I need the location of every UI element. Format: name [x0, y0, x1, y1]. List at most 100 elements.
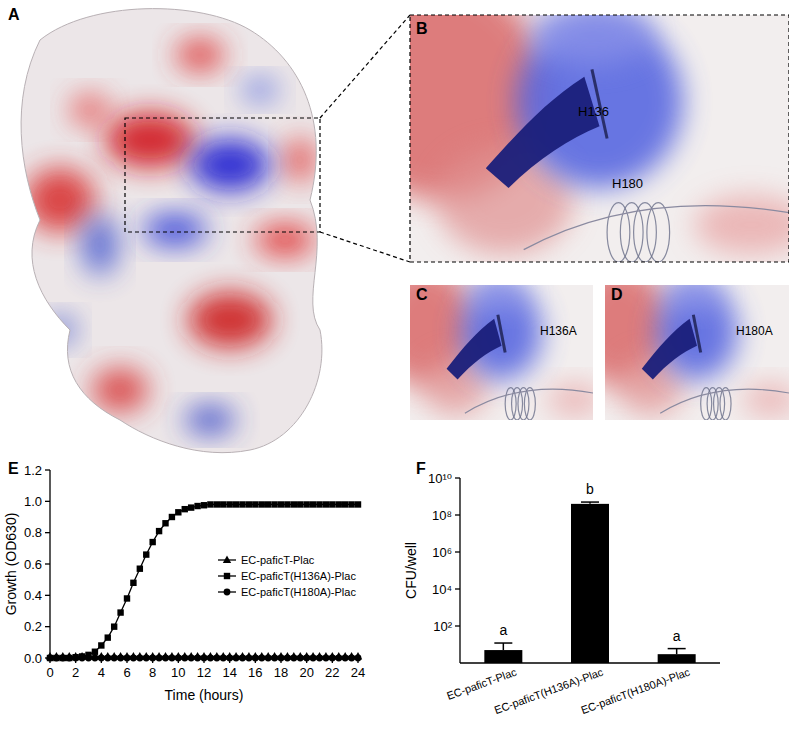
panel-label: F — [416, 460, 426, 477]
data-point — [92, 649, 98, 655]
y-tick — [45, 501, 50, 502]
data-point — [79, 655, 86, 662]
data-point — [175, 655, 182, 662]
data-point — [137, 566, 143, 572]
y-axis-label: CFU/well — [403, 542, 419, 599]
helix-coil — [647, 203, 670, 262]
data-point — [316, 655, 323, 662]
bar — [571, 504, 609, 663]
charge-patch — [531, 15, 652, 64]
data-point — [252, 501, 258, 507]
data-point — [181, 655, 188, 662]
data-point — [105, 634, 111, 640]
data-point — [342, 655, 349, 662]
data-point — [246, 501, 252, 507]
residue-label: H180 — [612, 176, 643, 191]
y-tick — [455, 477, 460, 478]
data-point — [316, 501, 322, 507]
y-tick-label: 0.8 — [24, 525, 42, 540]
x-tick-label: 0 — [46, 665, 53, 680]
y-tick — [455, 625, 460, 626]
data-point — [233, 655, 240, 662]
error-cap — [668, 648, 686, 650]
data-point — [207, 501, 213, 507]
plot-area — [46, 501, 362, 661]
data-point — [169, 655, 176, 662]
data-point — [162, 520, 168, 526]
data-point — [47, 655, 53, 661]
data-point — [271, 655, 278, 662]
charge-patch — [547, 384, 593, 416]
x-tick-label: 12 — [197, 665, 211, 680]
zoom-view — [410, 15, 789, 262]
charge-patch — [188, 292, 272, 348]
data-point — [169, 514, 175, 520]
data-point — [207, 655, 214, 662]
data-point — [259, 501, 265, 507]
panel-label: E — [8, 460, 19, 477]
y-tick — [455, 551, 460, 552]
charge-patch — [664, 285, 723, 312]
x-tick-label: 24 — [351, 665, 365, 680]
data-point — [60, 655, 66, 661]
charge-patch — [105, 112, 195, 168]
charge-patch — [255, 224, 315, 256]
y-tick — [45, 626, 50, 627]
data-point — [284, 501, 290, 507]
data-point — [220, 501, 226, 507]
charge-patch — [190, 139, 270, 191]
data-point — [335, 655, 342, 662]
data-point — [124, 655, 131, 662]
surface — [21, 9, 322, 453]
data-point — [143, 551, 149, 557]
plot-area — [484, 502, 695, 663]
charge-patch — [469, 285, 528, 312]
x-tick-label: 22 — [325, 665, 339, 680]
charge-patch — [143, 214, 207, 246]
data-point — [124, 595, 130, 601]
data-point — [130, 655, 137, 662]
error-bar — [503, 643, 505, 650]
data-point — [348, 655, 355, 662]
data-point — [175, 509, 181, 515]
data-point — [117, 609, 123, 615]
charge-patch — [92, 368, 148, 412]
mutant-label: H180A — [736, 324, 773, 338]
data-point — [92, 655, 99, 662]
data-point — [310, 501, 316, 507]
data-point — [323, 501, 329, 507]
bar — [484, 650, 522, 663]
zoom-box — [125, 118, 320, 232]
data-point — [297, 501, 303, 507]
error-cap — [581, 501, 599, 503]
data-point — [355, 655, 362, 662]
y-axis-label: Growth (OD630) — [3, 513, 19, 616]
data-point — [98, 642, 104, 648]
panel-label: B — [416, 20, 428, 37]
x-axis-label: Time (hours) — [165, 687, 244, 703]
legend-label: EC-paficT(H136A)-Plac — [241, 570, 356, 582]
charge-patch — [242, 78, 278, 102]
data-point — [278, 655, 285, 662]
y-tick-label: 0.2 — [24, 619, 42, 634]
data-point — [143, 655, 150, 662]
x-tick-label: 18 — [274, 665, 288, 680]
surface-a — [21, 9, 322, 453]
data-point — [85, 655, 92, 662]
significance-letter: a — [673, 628, 681, 644]
data-point — [265, 501, 271, 507]
data-point — [355, 501, 361, 507]
y-tick — [45, 595, 50, 596]
y-tick-label: 10² — [433, 619, 452, 634]
data-point — [47, 655, 54, 662]
y-tick — [455, 588, 460, 589]
zoom-view — [605, 285, 789, 420]
legend-label: EC-paficT(H180A)-Plac — [241, 586, 356, 598]
loop — [524, 206, 789, 250]
data-point — [104, 655, 111, 662]
y-tick-label: 0.6 — [24, 557, 42, 572]
significance-letter: a — [499, 622, 507, 638]
y-tick — [45, 563, 50, 564]
data-point — [188, 504, 194, 510]
x-tick-label: EC-paficT(H180A)-Plac — [579, 665, 692, 716]
